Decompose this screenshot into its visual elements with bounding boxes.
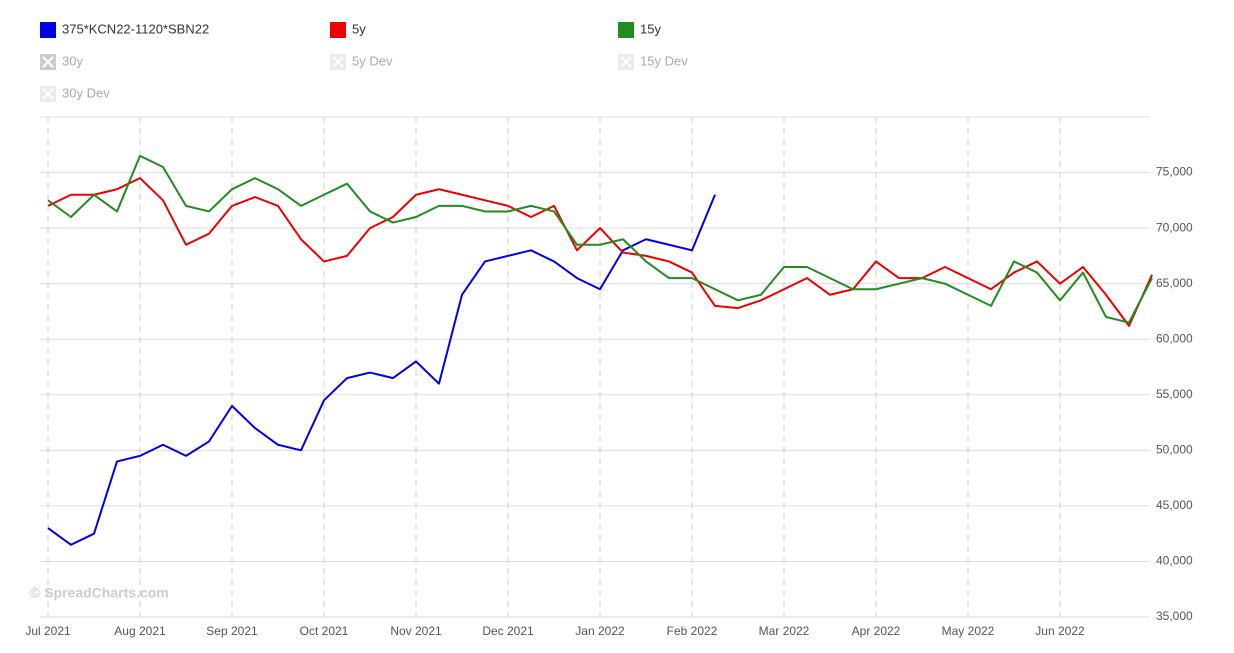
x-tick-label: Nov 2021 (390, 624, 442, 638)
legend-item[interactable]: 30y (40, 53, 83, 70)
legend-item[interactable]: 5y Dev (330, 53, 393, 70)
legend-item[interactable]: 375*KCN22-1120*SBN22 (40, 21, 209, 38)
y-tick-label: 40,000 (1156, 554, 1193, 568)
legend-cross (620, 56, 632, 68)
y-tick-label: 35,000 (1156, 609, 1193, 623)
x-tick-label: Jun 2022 (1035, 624, 1085, 638)
legend-item[interactable]: 30y Dev (40, 85, 110, 102)
legend-cross (332, 56, 344, 68)
x-tick-label: Feb 2022 (667, 624, 718, 638)
y-tick-label: 60,000 (1156, 331, 1193, 345)
legend-item[interactable]: 15y Dev (618, 53, 688, 70)
x-tick-label: Jul 2021 (25, 624, 71, 638)
legend-label: 5y Dev (352, 53, 393, 68)
watermark: © SpreadCharts.com (30, 585, 169, 601)
plot: 35,000 40,000 45,000 50,000 55,000 60,000 65,0… (25, 21, 1193, 638)
series-line (47, 194, 716, 546)
legend-cross (42, 56, 54, 68)
legend-item[interactable]: 5y (330, 21, 366, 38)
y-tick-label: 65,000 (1156, 276, 1193, 290)
y-tick-label: 75,000 (1156, 165, 1193, 179)
series-line (47, 154, 1153, 324)
legend-label: 15y Dev (640, 53, 688, 68)
legend-label: 15y (640, 21, 661, 36)
y-tick-label: 45,000 (1156, 498, 1193, 512)
x-tick-label: Jan 2022 (575, 624, 625, 638)
y-tick-label: 55,000 (1156, 387, 1193, 401)
legend-label: 5y (352, 21, 366, 36)
x-tick-label: Oct 2021 (300, 624, 349, 638)
legend-item[interactable]: 15y (618, 21, 661, 38)
x-tick-label: Mar 2022 (759, 624, 810, 638)
legend-label: 30y (62, 53, 83, 68)
legend-cross (42, 88, 54, 100)
y-tick-label: 70,000 (1156, 220, 1193, 234)
legend-label: 30y Dev (62, 85, 110, 100)
x-tick-label: Apr 2022 (852, 624, 901, 638)
legend-swatch (40, 22, 56, 38)
x-tick-label: Aug 2021 (114, 624, 166, 638)
x-tick-label: Dec 2021 (482, 624, 534, 638)
x-tick-label: Sep 2021 (206, 624, 258, 638)
series-line (47, 177, 1153, 327)
y-tick-label: 50,000 (1156, 443, 1193, 457)
x-tick-label: May 2022 (942, 624, 995, 638)
legend-swatch (618, 22, 634, 38)
legend-label: 375*KCN22-1120*SBN22 (62, 21, 209, 36)
legend-swatch (330, 22, 346, 38)
